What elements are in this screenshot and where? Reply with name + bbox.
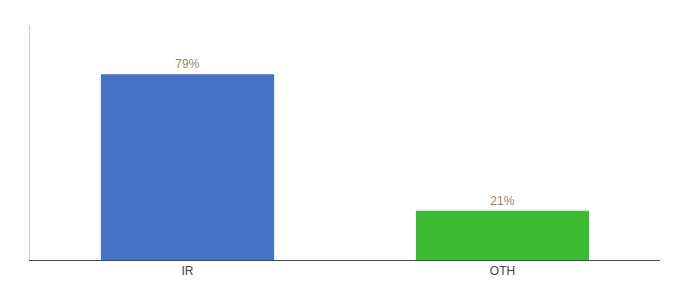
svg-text:21%: 21%	[490, 194, 514, 208]
svg-text:IR: IR	[182, 264, 194, 278]
svg-text:79%: 79%	[175, 57, 199, 71]
svg-text:OTH: OTH	[490, 264, 515, 278]
